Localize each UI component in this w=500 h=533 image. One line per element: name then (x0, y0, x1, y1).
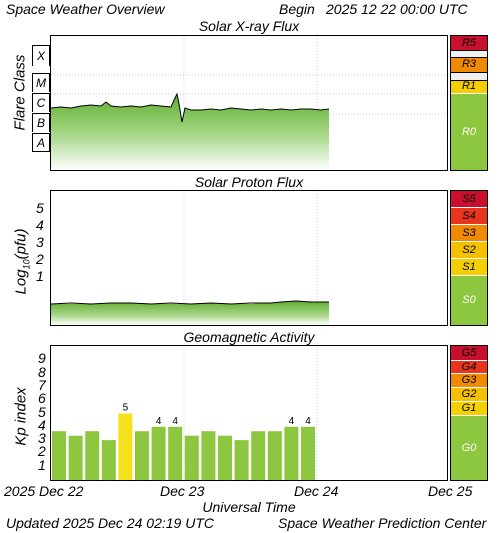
kp-bar-label: 4 (156, 416, 162, 427)
kp-bar (85, 431, 100, 480)
x-tick-dec23: Dec 23 (160, 483, 205, 499)
flare-class-m: M (32, 73, 50, 92)
flare-class-a: A (32, 133, 50, 152)
flare-class-axis (32, 151, 50, 152)
flare-class-c: C (32, 93, 50, 112)
scale-s1: S1 (451, 259, 487, 275)
kp-bar (301, 426, 315, 480)
kp-bar (218, 435, 232, 480)
updated-value: 2025 Dec 24 02:19 UTC (63, 515, 214, 531)
proton-flux-line (51, 300, 329, 305)
geomag-y-axis-label: Kp index (12, 387, 30, 446)
xray-panel-title: Solar X-ray Flux (198, 18, 300, 34)
geomag-panel-title: Geomagnetic Activity (183, 329, 315, 345)
proton-tick-4: 4 (36, 217, 44, 233)
kp-bar-label: 4 (305, 416, 311, 427)
proton-tick-5: 5 (36, 200, 44, 216)
proton-panel-title: Solar Proton Flux (194, 174, 304, 190)
proton-tick-1: 1 (36, 268, 44, 284)
scale-s2: S2 (451, 242, 487, 258)
kp-bar (184, 435, 199, 480)
scale-s4: S4 (451, 208, 487, 224)
scale-s0: S0 (451, 276, 487, 325)
proton-tick-3: 3 (36, 234, 44, 250)
kp-tick-4: 4 (38, 416, 46, 433)
kp-tick-9: 9 (38, 350, 46, 367)
proton-storm-scale: S5 S4 S3 S2 S1 S0 (450, 190, 488, 326)
begin-label: Begin (279, 1, 315, 17)
flare-class-x: X (32, 45, 50, 66)
kp-tick-6: 6 (38, 390, 46, 407)
proton-flux-fill (51, 301, 329, 325)
kp-bar (101, 440, 116, 480)
kp-bar (135, 431, 149, 480)
kp-bar-label: 5 (123, 403, 129, 414)
proton-chart-svg (51, 191, 329, 325)
xray-plot (50, 35, 448, 171)
kp-tick-5: 5 (38, 403, 46, 420)
credit-text: Space Weather Prediction Center (278, 515, 487, 531)
kp-tick-8: 8 (38, 363, 46, 380)
app-title: Space Weather Overview (6, 1, 165, 17)
xray-radio-scale: R5 R3 R1 R0 (450, 35, 488, 171)
kp-bar (168, 426, 183, 480)
kp-tick-2: 2 (38, 443, 46, 460)
scale-r5: R5 (451, 36, 487, 50)
scale-g5: G5 (451, 346, 487, 360)
x-axis-label: Universal Time (202, 499, 296, 515)
xray-flux-fill (51, 94, 331, 170)
x-tick-dec24: Dec 24 (294, 483, 339, 499)
scale-g1: G1 (451, 402, 487, 415)
scale-g2: G2 (451, 388, 487, 401)
xray-y-axis-label: Flare Class (11, 54, 29, 131)
kp-bar (234, 440, 249, 480)
kp-chart-svg: 54 4 4 4 (52, 346, 318, 480)
kp-bar-label: 4 (172, 416, 178, 427)
kp-bar (201, 431, 216, 480)
scale-s5: S5 (451, 191, 487, 207)
kp-bar-label: 4 (289, 416, 295, 427)
kp-bar (68, 435, 83, 480)
scale-g0: G0 (451, 416, 487, 480)
scale-s3: S3 (451, 225, 487, 241)
flare-class-b: B (32, 113, 50, 132)
proton-plot (50, 190, 448, 326)
proton-y-axis-label: Log10(pfu) (12, 228, 32, 295)
scale-g4: G4 (451, 361, 487, 373)
kp-tick-1: 1 (38, 456, 46, 473)
scale-r0: R0 (451, 94, 487, 170)
kp-tick-3: 3 (38, 430, 46, 447)
xray-flux-line (51, 92, 330, 123)
kp-bar (267, 431, 282, 480)
x-tick-dec25: Dec 25 (428, 483, 473, 499)
updated-label: Updated (6, 515, 59, 531)
kp-bar (284, 426, 299, 480)
geomag-storm-scale: G5 G4 G3 G2 G1 G0 (450, 345, 488, 481)
scale-g3: G3 (451, 374, 487, 387)
kp-bar (251, 431, 266, 480)
kp-bar (151, 426, 166, 480)
kp-bar (52, 431, 66, 480)
scale-r1: R1 (451, 79, 487, 93)
scale-gap (451, 50, 487, 58)
xray-chart-svg (51, 36, 447, 170)
kp-tick-7: 7 (38, 376, 46, 393)
proton-tick-2: 2 (36, 251, 44, 267)
begin-value: 2025 12 22 00:00 UTC (326, 1, 468, 17)
x-tick-dec22: 2025 Dec 22 (4, 483, 84, 499)
scale-r3: R3 (451, 56, 487, 72)
kp-bar (118, 413, 133, 480)
scale-gap (451, 72, 487, 81)
